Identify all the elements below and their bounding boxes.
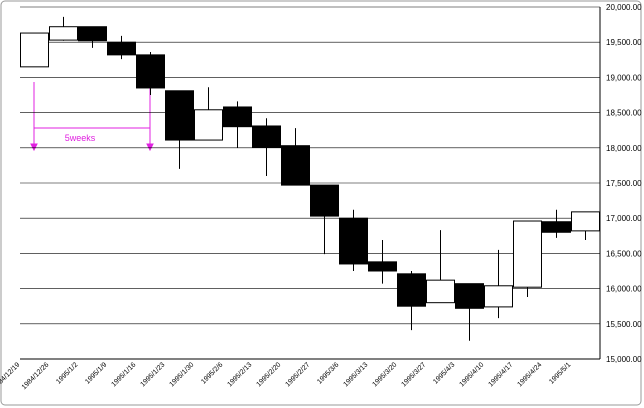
- candle-body: [484, 285, 513, 308]
- x-tick-label: 1995/4/10: [458, 361, 485, 388]
- x-tick-label: 1995/2/27: [284, 361, 311, 388]
- arrow-head: [30, 143, 38, 152]
- x-tick-label: 1995/1/2: [55, 361, 79, 385]
- x-tick-label: 1995/1/16: [110, 361, 137, 388]
- x-tick-label: 1995/2/20: [255, 361, 282, 388]
- y-tick-label: 20,000.00: [606, 3, 642, 12]
- candle-body: [571, 211, 600, 232]
- candle-body: [339, 217, 368, 265]
- x-tick-label: 1995/4/3: [432, 361, 456, 385]
- x-tick-label: 1984/12/19: [0, 361, 21, 391]
- candle-body: [281, 145, 310, 186]
- candle-body: [542, 221, 571, 233]
- candle-body: [397, 273, 426, 307]
- annotation: 5weeks: [65, 133, 96, 143]
- candle-body: [426, 279, 455, 304]
- candle-body: [455, 283, 484, 309]
- x-tick-label: 1995/1/30: [168, 361, 195, 388]
- x-tick-label: 1995/3/27: [400, 361, 427, 388]
- y-tick-label: 19,000.00: [606, 73, 642, 82]
- x-tick-label: 1995/5/1: [548, 361, 572, 385]
- x-tick-label: 1995/1/9: [84, 361, 108, 385]
- y-tick-label: 16,000.00: [606, 285, 642, 294]
- y-tick-label: 18,000.00: [606, 144, 642, 153]
- candle-body: [223, 106, 252, 128]
- x-tick-label: 1984/12/26: [21, 361, 51, 391]
- candle-body: [107, 41, 136, 56]
- x-tick-label: 1995/3/13: [342, 361, 369, 388]
- candle-body: [368, 261, 397, 272]
- y-tick-label: 18,500.00: [606, 109, 642, 118]
- x-tick-label: 1995/3/20: [371, 361, 398, 388]
- y-tick-label: 15,000.00: [606, 355, 642, 364]
- x-tick-label: 1995/1/23: [139, 361, 166, 388]
- y-tick-label: 15,500.00: [606, 320, 642, 329]
- candle-body: [78, 26, 107, 42]
- y-tick-label: 17,500.00: [606, 179, 642, 188]
- candle-body: [136, 54, 165, 89]
- x-tick-label: 1995/2/13: [226, 361, 253, 388]
- y-tick-label: 16,500.00: [606, 249, 642, 258]
- x-tick-label: 1995/2/6: [200, 361, 224, 385]
- candle-body: [513, 220, 542, 288]
- y-tick-label: 19,500.00: [606, 38, 642, 47]
- candle-body: [165, 90, 194, 141]
- candle-body: [194, 109, 223, 141]
- x-tick-label: 1995/4/17: [487, 361, 514, 388]
- y-tick-label: 17,000.00: [606, 214, 642, 223]
- x-tick-label: 1995/3/6: [316, 361, 340, 385]
- candle-body: [49, 26, 78, 41]
- arrow-head: [146, 143, 154, 152]
- candle-body: [20, 32, 49, 68]
- candle-body: [310, 184, 339, 217]
- candle-body: [252, 125, 281, 148]
- x-tick-label: 1995/4/24: [516, 361, 543, 388]
